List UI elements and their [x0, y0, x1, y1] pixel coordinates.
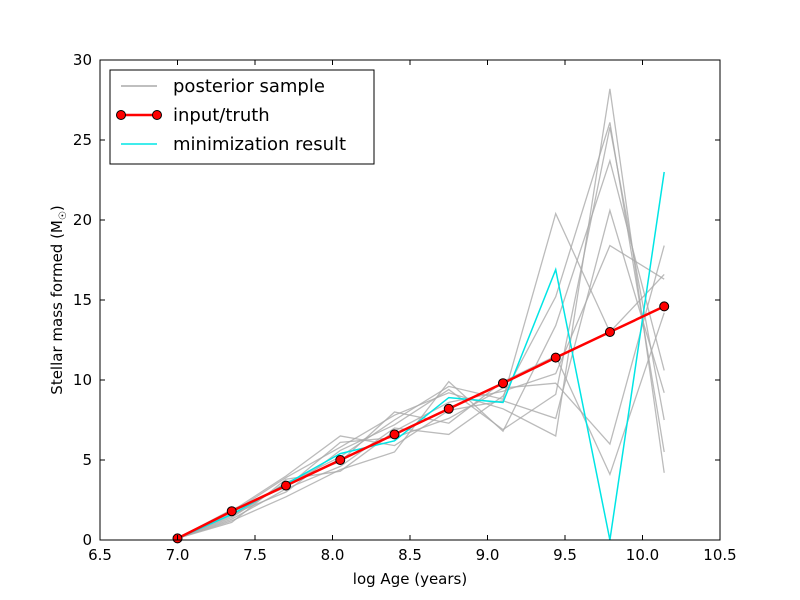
x-tick-label: 6.5 [88, 546, 112, 564]
legend-label-truth: input/truth [173, 105, 270, 126]
posterior-sample-line [177, 207, 665, 539]
tick-layer: 6.5 7.0 7.5 8.0 8.5 9.0 9.5 10.0 10.5 0 5 10 15 20 25 3… [73, 51, 737, 564]
y-tick-label: 30 [73, 51, 92, 69]
y-tick-label: 25 [73, 131, 92, 149]
y-axis-label: Stellar mass formed (M☉) [48, 205, 69, 394]
truth-point [389, 429, 400, 440]
legend: posterior sample input/truth minimizatio… [109, 69, 375, 165]
legend-marker-truth-right [152, 110, 162, 120]
series-layer [172, 88, 670, 544]
posterior-sample-line [177, 122, 665, 540]
x-axis-label: log Age (years) [353, 570, 467, 588]
truth-point [659, 301, 670, 312]
truth-point [226, 506, 237, 517]
legend-marker-truth-left [116, 110, 126, 120]
truth-point [604, 327, 615, 337]
truth-point [498, 378, 508, 389]
posterior-sample-line [177, 244, 665, 540]
x-tick-label: 8.0 [321, 546, 345, 564]
posterior-sample-line [177, 127, 665, 539]
x-tick-label: 10.0 [626, 546, 659, 564]
truth-point [281, 480, 291, 491]
y-tick-label: 15 [73, 291, 92, 309]
y-tick-label: 0 [82, 531, 92, 549]
y-tick-label: 10 [73, 371, 92, 389]
truth-point [335, 455, 346, 465]
truth-line [176, 305, 665, 540]
x-tick-label: 8.5 [398, 546, 422, 564]
x-tick-label: 9.5 [553, 546, 577, 564]
y-tick-label: 20 [73, 211, 92, 229]
x-tick-label: 10.5 [703, 546, 736, 564]
sun-symbol: ☉ [58, 211, 69, 220]
x-tick-label: 7.0 [166, 546, 190, 564]
x-tick-label: 7.5 [243, 546, 267, 564]
y-axis-label-text: Stellar mass formed (M [48, 220, 66, 395]
legend-label-minimization: minimization result [173, 134, 346, 155]
y-axis-label-close: ) [48, 205, 66, 211]
truth-point [550, 352, 561, 363]
truth-point [443, 403, 454, 414]
x-tick-label: 9.0 [476, 546, 500, 564]
y-tick-label: 5 [82, 451, 92, 469]
legend-label-posterior: posterior sample [173, 76, 325, 97]
